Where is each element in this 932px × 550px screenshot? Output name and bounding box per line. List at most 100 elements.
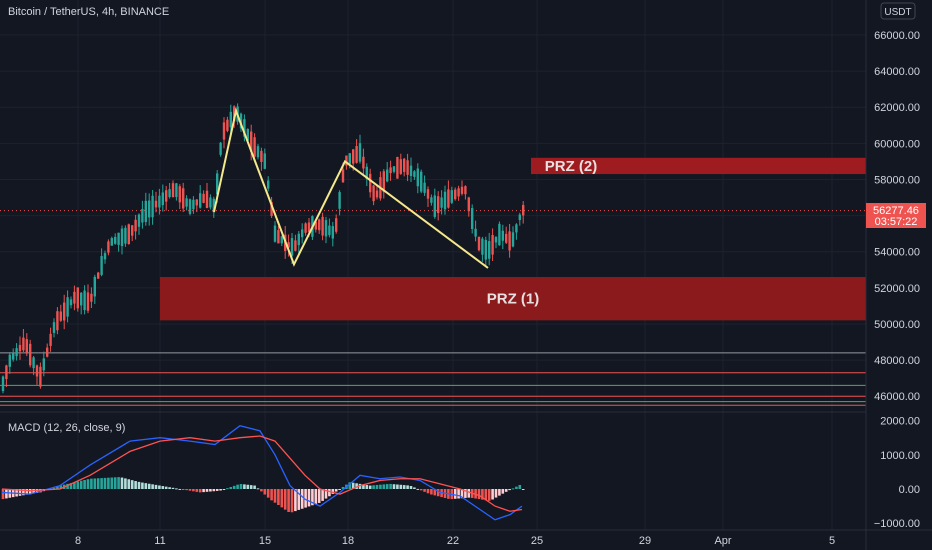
candle-body bbox=[413, 171, 416, 177]
macd-histogram-bar bbox=[107, 477, 110, 489]
price-tick-label: 50000.00 bbox=[874, 319, 920, 331]
candle-body bbox=[100, 255, 103, 275]
macd-histogram-bar bbox=[304, 489, 307, 508]
time-axis[interactable]: 8 11 15 18 22 25 29 Apr 5 bbox=[75, 535, 835, 547]
candle-body bbox=[137, 214, 141, 227]
candle-body bbox=[338, 192, 341, 209]
macd-histogram-bar bbox=[453, 489, 457, 499]
candle-body bbox=[83, 290, 86, 311]
macd-histogram-bar bbox=[477, 489, 481, 500]
macd-indicator-label[interactable]: MACD (12, 26, close, 9) bbox=[8, 422, 125, 434]
macd-histogram-bar bbox=[212, 489, 216, 492]
candle-body bbox=[409, 165, 413, 176]
time-tick-label: 8 bbox=[75, 535, 81, 547]
macd-histogram-bar bbox=[90, 478, 93, 489]
last-price-value: 56277.46 bbox=[873, 205, 919, 217]
candle-body bbox=[192, 199, 195, 210]
candle-body bbox=[117, 232, 120, 245]
macd-histogram-bar bbox=[341, 486, 345, 489]
candle-body bbox=[358, 143, 362, 162]
candle-body bbox=[369, 173, 372, 193]
candle-body bbox=[464, 186, 467, 195]
candle-body bbox=[161, 192, 164, 206]
currency-button[interactable]: USDT bbox=[880, 2, 916, 20]
candle-body bbox=[273, 225, 277, 242]
prz-zone[interactable] bbox=[160, 277, 866, 321]
macd-histogram-bar bbox=[283, 489, 287, 510]
candle-body bbox=[341, 169, 345, 183]
candle-body bbox=[352, 149, 355, 164]
macd-tick-label: 0.00 bbox=[899, 484, 920, 496]
candle-body bbox=[290, 238, 294, 256]
candle-body bbox=[219, 142, 222, 155]
candle-body bbox=[141, 208, 144, 223]
candle-body bbox=[59, 311, 62, 321]
candle-body bbox=[375, 190, 379, 198]
prz-zone[interactable] bbox=[531, 157, 866, 175]
macd-histogram-bar bbox=[195, 489, 199, 492]
candle-body bbox=[297, 233, 300, 246]
harmonic-pattern-line[interactable] bbox=[213, 107, 489, 269]
candle-body bbox=[440, 197, 443, 208]
candle-body bbox=[205, 190, 209, 208]
macd-histogram-bar bbox=[124, 478, 127, 489]
symbol-title[interactable]: Bitcoin / TetherUS, 4h, BINANCE bbox=[8, 6, 169, 18]
macd-histogram-bar bbox=[32, 489, 35, 494]
candle-body bbox=[280, 236, 283, 244]
macd-histogram-bar bbox=[389, 483, 392, 489]
macd-line bbox=[1, 425, 523, 521]
candle-body bbox=[49, 333, 52, 346]
candle-body bbox=[93, 276, 96, 297]
candle-body bbox=[403, 158, 406, 172]
candle-body bbox=[494, 236, 498, 243]
macd-histogram-bar bbox=[198, 489, 202, 493]
candle-body bbox=[447, 189, 450, 208]
candle-body bbox=[185, 198, 188, 207]
macd-histogram-bar bbox=[508, 489, 511, 491]
candle-body bbox=[260, 150, 263, 162]
candle-body bbox=[386, 169, 389, 182]
candle-body bbox=[508, 231, 511, 251]
macd-histogram-bar bbox=[253, 485, 256, 489]
price-axis[interactable]: 66000.00 64000.00 62000.00 60000.00 58000.00… bbox=[874, 30, 920, 403]
macd-histogram-bar bbox=[256, 488, 260, 490]
candle-body bbox=[488, 241, 491, 259]
candle-body bbox=[134, 219, 137, 232]
time-tick-label: Apr bbox=[714, 535, 731, 547]
last-price-label: 56277.46 03:57:22 bbox=[866, 203, 926, 228]
candle-body bbox=[1, 376, 5, 392]
macd-histogram-bar bbox=[501, 489, 505, 494]
candle-body bbox=[437, 196, 440, 214]
candle-body bbox=[406, 160, 409, 175]
candle-body bbox=[144, 200, 147, 222]
macd-histogram-bar bbox=[229, 487, 233, 489]
macd-histogram-bar bbox=[430, 489, 433, 495]
macd-histogram-bar bbox=[69, 483, 73, 489]
macd-histogram-bar bbox=[334, 489, 338, 492]
macd-histogram-bar bbox=[402, 485, 406, 489]
candle-body bbox=[454, 189, 457, 200]
macd-histogram-bar bbox=[215, 489, 219, 491]
candle-body bbox=[474, 228, 477, 237]
candle-body bbox=[168, 189, 171, 198]
macd-histogram-bar bbox=[205, 489, 209, 492]
candle-body bbox=[345, 155, 348, 166]
macd-histogram-bar bbox=[460, 489, 464, 499]
macd-histogram-bar bbox=[93, 478, 97, 489]
macd-histogram-bar bbox=[379, 484, 382, 489]
macd-histogram-bar bbox=[117, 477, 120, 489]
macd-histogram-bar bbox=[175, 488, 178, 490]
macd-histogram-bar bbox=[202, 489, 205, 493]
price-tick-label: 48000.00 bbox=[874, 355, 920, 367]
macd-histogram-bar bbox=[226, 488, 229, 490]
macd-histogram-bar bbox=[368, 485, 372, 489]
candle-body bbox=[277, 230, 280, 244]
macd-axis[interactable]: 2000.00 1000.00 0.00 −1000.00 bbox=[874, 416, 920, 531]
candle-body bbox=[270, 202, 273, 217]
bar-countdown: 03:57:22 bbox=[875, 216, 918, 228]
candle-body bbox=[178, 186, 181, 203]
macd-histogram-bar bbox=[396, 484, 399, 489]
macd-histogram-bar bbox=[249, 485, 253, 489]
